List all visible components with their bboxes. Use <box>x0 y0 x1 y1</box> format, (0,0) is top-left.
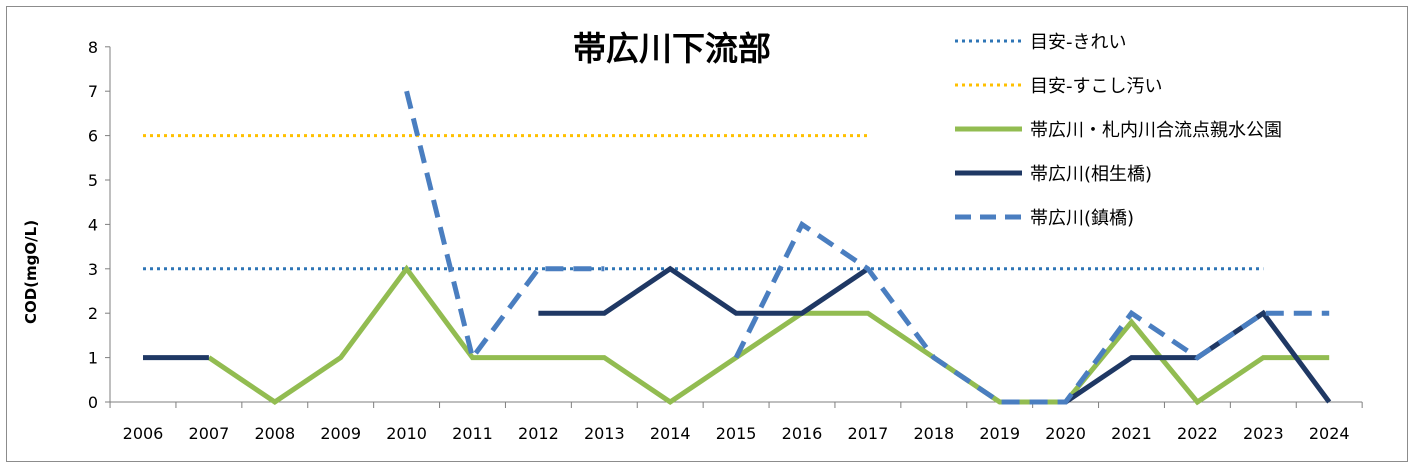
x-tick-label: 2007 <box>189 424 230 443</box>
x-tick-label: 2016 <box>782 424 823 443</box>
x-tick-label: 2021 <box>1111 424 1152 443</box>
chart-frame <box>6 6 1408 462</box>
y-tick-label: 2 <box>88 304 98 323</box>
y-tick-label: 3 <box>88 260 98 279</box>
x-tick-label: 2015 <box>716 424 757 443</box>
legend-label-1: 目安-きれい <box>1030 32 1127 53</box>
series-line-5-segment-1 <box>404 90 605 364</box>
chart-title: 帯広川下流部 <box>573 29 771 68</box>
y-axis-label: COD(mgO/L) <box>22 220 40 324</box>
x-tick-label: 2019 <box>979 424 1020 443</box>
x-tick-label: 2020 <box>1045 424 1086 443</box>
y-tick-label: 0 <box>88 393 98 412</box>
x-tick-label: 2011 <box>452 424 493 443</box>
x-tick-label: 2008 <box>254 424 295 443</box>
legend-label-2: 目安-すこし汚い <box>1030 76 1163 97</box>
y-tick-label: 4 <box>88 215 98 234</box>
series-line-4-segment-2 <box>538 265 870 316</box>
x-tick-label: 2023 <box>1243 424 1284 443</box>
x-tick-label: 2024 <box>1309 424 1350 443</box>
x-tick-label: 2014 <box>650 424 691 443</box>
series-line-3 <box>207 264 1330 406</box>
legend-label-4: 帯広川(相生橋) <box>1030 164 1152 185</box>
x-tick-label: 2018 <box>913 424 954 443</box>
y-tick-label: 8 <box>88 38 98 57</box>
x-tick-label: 2010 <box>386 424 427 443</box>
y-tick-label: 1 <box>88 349 98 368</box>
series-line-5-segment-2 <box>733 220 1330 405</box>
y-tick-label: 6 <box>88 127 98 146</box>
legend-label-5: 帯広川(鎮橋) <box>1030 208 1134 229</box>
x-tick-label: 2013 <box>584 424 625 443</box>
legend-label-3: 帯広川・札内川合流点親水公園 <box>1030 120 1282 141</box>
x-tick-label: 2012 <box>518 424 559 443</box>
x-tick-label: 2006 <box>123 424 164 443</box>
y-tick-label: 7 <box>88 82 98 101</box>
x-tick-label: 2022 <box>1177 424 1218 443</box>
axes: 0 1 2 3 4 5 6 7 8 2006 2007 2008 2009 2010 2011 2012 201… <box>88 38 1363 443</box>
series-layer <box>143 90 1332 406</box>
y-tick-label: 5 <box>88 171 98 190</box>
x-tick-label: 2017 <box>848 424 889 443</box>
x-tick-label: 2009 <box>320 424 361 443</box>
